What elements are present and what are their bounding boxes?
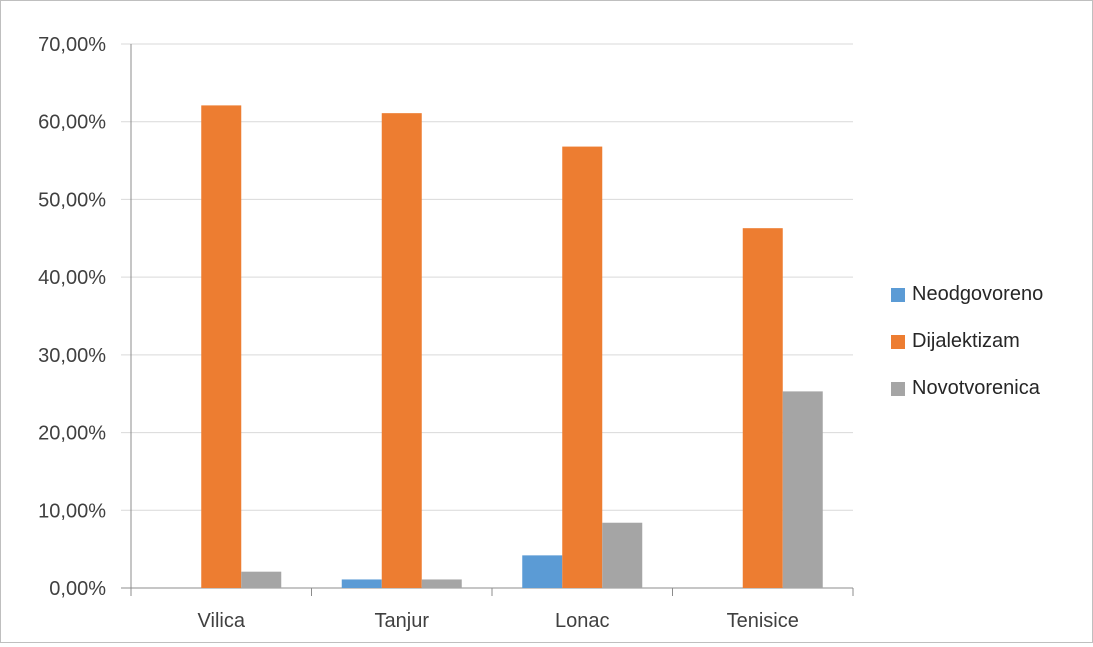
bar-dijalektizam-vilica [201, 105, 242, 588]
bar-novotvorenica-tenisice [782, 391, 823, 588]
y-tick-label: 40,00% [38, 267, 106, 289]
bar-novotvorenica-lonac [602, 522, 643, 588]
y-tick-label: 50,00% [38, 189, 106, 211]
x-tick-label: Vilica [198, 610, 246, 632]
legend-label: Dijalektizam [912, 330, 1020, 352]
legend-swatch [891, 334, 905, 349]
bar-dijalektizam-tanjur [381, 113, 422, 588]
bar-neodgovoreno-lonac [522, 555, 563, 588]
x-tick-label: Tanjur [375, 610, 430, 632]
bar-dijalektizam-lonac [562, 146, 603, 588]
legend-swatch [891, 381, 905, 396]
legend: Neodgovoreno Dijalektizam Novotvorenica [891, 271, 1043, 412]
y-tick-label: 60,00% [38, 112, 106, 134]
legend-item: Novotvorenica [891, 365, 1043, 412]
legend-swatch [891, 287, 905, 302]
y-tick-label: 20,00% [38, 423, 106, 445]
legend-item: Neodgovoreno [891, 271, 1043, 318]
legend-item: Dijalektizam [891, 318, 1043, 365]
legend-label: Novotvorenica [912, 377, 1040, 399]
x-tick-label: Tenisice [727, 610, 799, 632]
legend-label: Neodgovoreno [912, 283, 1044, 305]
bar-novotvorenica-tanjur [421, 579, 462, 588]
bar-novotvorenica-vilica [241, 571, 282, 588]
y-tick-label: 70,00% [38, 34, 106, 56]
bar-neodgovoreno-tanjur [341, 579, 382, 588]
x-tick-label: Lonac [555, 610, 610, 632]
y-tick-label: 10,00% [38, 500, 106, 522]
y-tick-label: 30,00% [38, 345, 106, 367]
bar-dijalektizam-tenisice [742, 228, 783, 588]
y-tick-label: 0,00% [49, 578, 106, 600]
